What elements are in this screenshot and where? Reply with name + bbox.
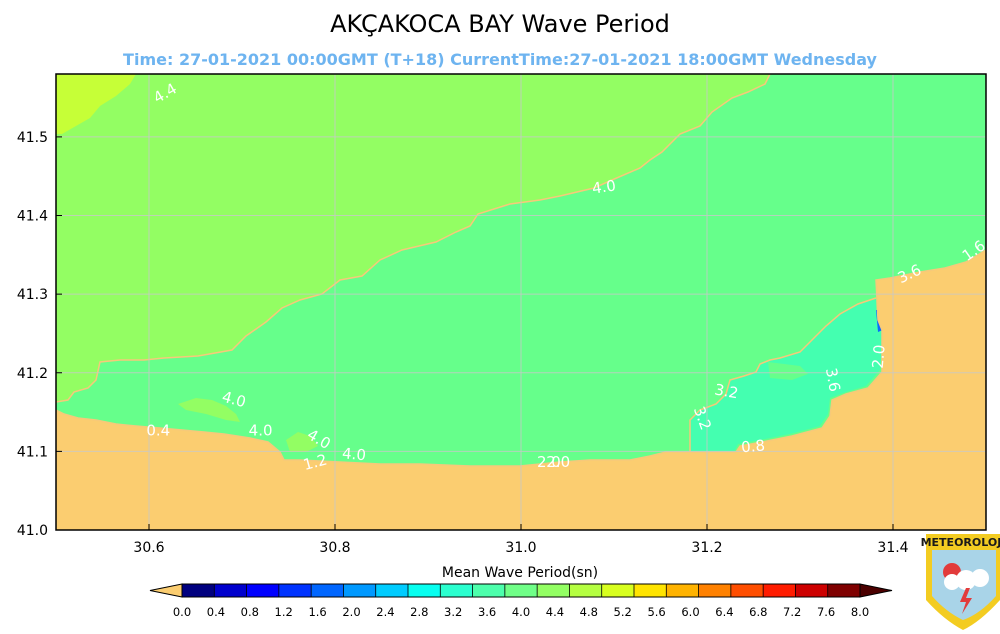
x-axis: 30.6 30.8 31.0 31.2 31.4	[133, 524, 909, 556]
colorbar-segment	[343, 584, 377, 597]
colorbar-tick-label: 4.4	[546, 605, 564, 619]
colorbar: 0.0 0.4 0.8 1.2 1.6 2.0 2.4 2.8 3.2 3.6 4.0 4.4 4.8 5…	[149, 583, 893, 619]
contour-label: 3.2	[713, 380, 740, 402]
colorbar-tick-label: 3.2	[444, 605, 462, 619]
y-tick-label: 41.1	[17, 444, 48, 460]
contour-label: 1.2	[301, 450, 329, 474]
colorbar-segment	[698, 584, 732, 597]
colorbar-tick-label: 0.8	[241, 605, 259, 619]
contour-label: 0.4	[146, 422, 170, 440]
colorbar-tick-label: 6.0	[681, 605, 699, 619]
colorbar-tick-label: 2.4	[376, 605, 394, 619]
colorbar-segment	[601, 584, 635, 597]
colorbar-segment	[634, 584, 667, 597]
colorbar-tick-label: 1.6	[308, 605, 326, 619]
colorbar-tick-label: 0.0	[173, 605, 191, 619]
contour-line-coast	[56, 249, 986, 467]
zone-4-4	[56, 74, 770, 402]
cloud-icon-part	[971, 569, 989, 587]
colorbar-tick-label: 4.0	[512, 605, 530, 619]
logo-text: METEOROLOJİ	[921, 535, 1000, 549]
contour-label: 4.0	[220, 388, 248, 412]
zone-4-4-patch	[178, 398, 240, 422]
colorbar-segment	[537, 584, 570, 597]
colorbar-tick-label: 1.2	[275, 605, 293, 619]
contour-label: 2.0	[869, 344, 889, 369]
colorbar-segment	[440, 584, 474, 597]
contour-line-east	[689, 297, 877, 452]
meteoroloji-logo: METEOROLOJİ	[921, 534, 1000, 630]
x-tick-label: 31.0	[505, 540, 536, 556]
colorbar-label: Mean Wave Period(sn)	[442, 565, 598, 581]
colorbar-tick-label: 3.6	[478, 605, 496, 619]
colorbar-tick-label: 7.2	[783, 605, 801, 619]
colorbar-segment	[763, 584, 796, 597]
colorbar-tick-label: 6.8	[749, 605, 767, 619]
zone-4-4-patch2	[286, 432, 318, 452]
x-tick-label: 31.2	[691, 540, 722, 556]
contour-label: 4.0	[591, 176, 617, 197]
colorbar-segment	[375, 584, 409, 597]
zone-4-0-pocket	[768, 362, 808, 380]
colorbar-tick-label: 5.6	[647, 605, 665, 619]
contour-label: 0.8	[740, 436, 765, 456]
colorbar-frame	[181, 583, 861, 598]
colorbar-segment	[408, 584, 441, 597]
colorbar-tick-label: 0.4	[207, 605, 225, 619]
contour-label: 4.0	[249, 422, 273, 440]
colorbar-segment	[730, 584, 764, 597]
zone-5-2	[56, 74, 136, 134]
grid-lines	[56, 74, 986, 530]
colorbar-segment	[827, 584, 861, 597]
lightning-icon	[960, 588, 972, 614]
colorbar-tick-label: 5.2	[614, 605, 632, 619]
colorbar-tick-label: 2.8	[410, 605, 428, 619]
colorbar-tick-label: 4.8	[580, 605, 598, 619]
y-tick-label: 41.3	[17, 287, 48, 303]
y-axis: 41.0 41.1 41.2 41.3 41.4 41.5	[17, 130, 62, 539]
cloud-icon-part	[944, 574, 960, 590]
contour-label: 2.0	[537, 453, 561, 471]
colorbar-segment	[246, 584, 280, 597]
colorbar-tick-label: 2.0	[342, 605, 360, 619]
colorbar-under-arrow	[149, 583, 183, 598]
chart-title: AKÇAKOCA BAY Wave Period	[330, 10, 670, 38]
y-tick-label: 41.2	[17, 366, 48, 382]
colorbar-segment	[472, 584, 506, 597]
colorbar-segment	[311, 584, 344, 597]
colorbar-segment	[278, 584, 312, 597]
y-tick-label: 41.0	[17, 523, 48, 539]
colorbar-tick-label: 8.0	[851, 605, 869, 619]
colorbar-over-arrow	[859, 583, 893, 598]
colorbar-tick-label: 6.4	[715, 605, 733, 619]
colorbar-tick-label: 7.6	[817, 605, 835, 619]
colorbar-segment	[569, 584, 603, 597]
x-tick-label: 31.4	[877, 540, 908, 556]
cloud-icon	[956, 570, 976, 590]
colorbar-segment	[214, 584, 248, 597]
contour-line-north	[56, 74, 771, 403]
contour-label: 4.0	[341, 444, 366, 464]
x-tick-label: 30.6	[133, 540, 164, 556]
y-tick-label: 41.5	[17, 130, 48, 146]
colorbar-segment	[504, 584, 538, 597]
colorbar-segment	[666, 584, 700, 597]
colorbar-segment	[182, 584, 215, 597]
contour-label: 2.0	[546, 453, 570, 471]
colorbar-segment	[795, 584, 829, 597]
y-tick-label: 41.4	[17, 209, 48, 225]
chart-subtitle: Time: 27-01-2021 00:00GMT (T+18) Current…	[123, 50, 877, 69]
x-tick-label: 30.8	[319, 540, 350, 556]
contour-label: 3.6	[822, 366, 844, 393]
